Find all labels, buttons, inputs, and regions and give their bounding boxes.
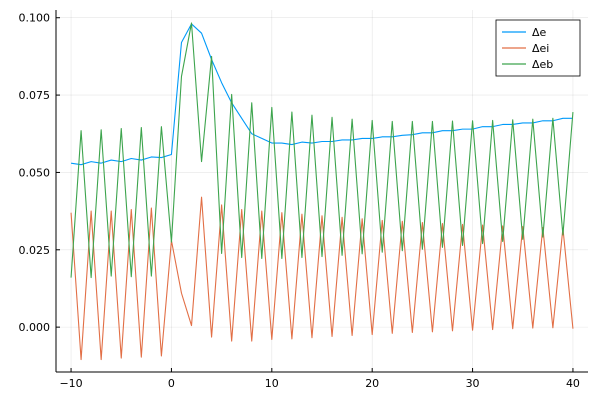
x-tick-label: 20 [365,377,379,390]
legend-label-2: Δei [532,42,549,55]
y-tick-label: 0.050 [19,166,51,179]
x-tick-label: 30 [466,377,480,390]
series-line-3 [70,22,574,279]
y-tick-label: 0.025 [19,244,51,257]
x-tick-label: 0 [168,377,175,390]
axes [55,10,588,373]
tick-labels: −10 0 10 20 30 40 0.000 0.025 0.050 0.075 0.100 [19,12,580,390]
x-tick-label: 10 [265,377,279,390]
y-tick-label: 0.100 [19,12,51,25]
series-line-2 [70,196,574,361]
y-tick-label: 0.000 [19,321,51,334]
legend-label-3: Δeb [532,58,553,71]
x-tick-label: 40 [566,377,580,390]
legend-label-1: Δe [532,26,547,39]
y-tick-label: 0.075 [19,89,51,102]
series-layer [70,22,574,361]
x-tick-label: −10 [59,377,82,390]
legend: Δe Δei Δeb [495,19,581,77]
series-line-1 [70,23,573,166]
